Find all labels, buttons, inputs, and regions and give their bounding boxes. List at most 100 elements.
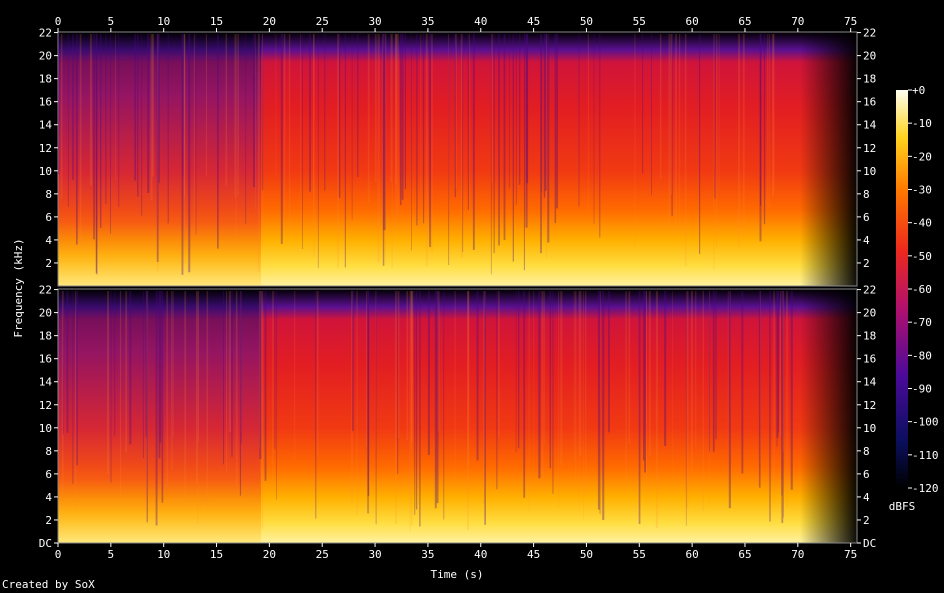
spectrogram-streak [391, 34, 393, 269]
spectrogram-streak [659, 34, 662, 180]
spectrogram-streak [472, 34, 475, 250]
spectrogram-streak [382, 34, 385, 266]
y-tick-label: 4 [863, 234, 870, 247]
spectrogram-streak [183, 34, 186, 234]
spectrogram-streak [397, 291, 399, 474]
spectrogram-streak [157, 34, 159, 272]
x-axis-bottom: 0 5 10 15 20 25 30 35 40 45 50 55 60 65 70 75 [55, 543, 857, 561]
x-tick-label: 50 [580, 15, 593, 28]
spectrogram-streak [235, 291, 238, 486]
spectrogram-streak [129, 291, 132, 445]
spectrogram-streak [261, 291, 264, 529]
x-tick-label: 15 [210, 15, 223, 28]
spectrogram-streak [205, 34, 207, 176]
spectrogram-streak [599, 291, 601, 514]
spectrogram-streak [161, 291, 164, 503]
spectrogram-streak [498, 34, 500, 246]
spectrogram-streak [366, 291, 368, 446]
spectrogram-streak [118, 34, 120, 208]
spectrogram-streak [375, 291, 377, 525]
x-tick-label: 35 [421, 15, 434, 28]
spectrogram-streak [699, 34, 701, 255]
colorbar-tick-label: -20 [912, 150, 932, 163]
spectrogram-streak [280, 34, 283, 244]
spectrogram-quiet-region [58, 289, 261, 543]
spectrogram-streak [709, 291, 710, 508]
spectrogram-streak [476, 291, 479, 461]
spectrogram-streak [602, 291, 605, 520]
y-tick-label: 12 [863, 142, 876, 155]
y-tick-label: 8 [45, 188, 52, 201]
x-tick-label: 0 [55, 548, 62, 561]
spectrogram-streak [642, 34, 644, 174]
spectrogram-streak [427, 291, 430, 455]
spectrogram-streak [515, 291, 517, 453]
spectrogram-streak [727, 291, 729, 478]
spectrogram-streak [352, 291, 354, 432]
spectrogram-streak [431, 34, 433, 253]
spectrogram-streak [195, 291, 198, 483]
x-tick-label: 20 [263, 548, 276, 561]
y-tick-label: 6 [863, 468, 870, 481]
spectrogram-streak [241, 291, 242, 444]
spectrogram-streak [702, 291, 704, 511]
spectrogram-streak [558, 291, 560, 508]
spectrogram-streak [183, 34, 186, 198]
spectrogram-streak [560, 291, 563, 467]
spectrogram-streak [357, 34, 359, 177]
spectrogram-streak [317, 34, 319, 268]
spectrogram-streak [401, 34, 404, 200]
x-tick-label: 25 [316, 548, 329, 561]
y-tick-label: 6 [45, 468, 52, 481]
spectrogram-streak [490, 34, 492, 275]
spectrogram-streak [773, 34, 775, 192]
spectrogram-streak [543, 34, 546, 198]
y-tick-label: 12 [863, 399, 876, 412]
spectrogram-streak [646, 291, 647, 496]
spectrogram-streak [383, 34, 386, 231]
spectrogram-streak [549, 291, 551, 469]
spectrogram-fadeout-region [800, 32, 857, 286]
colorbar-tick-label: -120 [912, 482, 939, 495]
spectrogram-streak [110, 291, 112, 483]
spectrogram-streak [546, 34, 547, 259]
spectrogram-streak [134, 34, 137, 181]
spectrogram-streak [778, 291, 779, 433]
y-tick-label: 4 [45, 234, 52, 247]
y-tick-label: 8 [863, 445, 870, 458]
spectrogram-streak [152, 34, 154, 177]
spectrogram-streak [397, 291, 400, 439]
x-tick-label: 60 [686, 15, 699, 28]
spectrogram-quiet-region [58, 32, 261, 286]
spectrogram-streak [262, 34, 263, 246]
spectrogram-streak [467, 291, 470, 467]
y-tick-label: DC [39, 537, 52, 550]
y-tick-label: 2 [45, 257, 52, 270]
spectrogram-streak [416, 34, 418, 226]
spectrogram-streak [780, 291, 782, 437]
x-tick-label: 45 [527, 15, 540, 28]
spectrogram-streak [533, 291, 535, 495]
colorbar-tick-label: -90 [912, 383, 932, 396]
spectrogram-streak [554, 34, 557, 224]
spectrogram-streak [771, 34, 774, 197]
spectrogram-streak [226, 291, 228, 472]
spectrogram-streak [742, 34, 745, 239]
spectrogram-streak [385, 34, 387, 254]
y-tick-label: 18 [39, 330, 52, 343]
y-tick-label: 8 [45, 445, 52, 458]
spectrogram-streak [288, 34, 291, 227]
x-tick-label: 15 [210, 548, 223, 561]
spectrogram-streak [760, 34, 762, 206]
spectrogram-streak [443, 291, 445, 520]
spectrogram-streak [150, 34, 153, 201]
spectrogram-streak [107, 291, 109, 474]
spectrogram-streak [125, 291, 128, 453]
spectrogram-streak [146, 291, 149, 513]
spectrogram-streak [462, 34, 464, 253]
y-tick-label: 8 [863, 188, 870, 201]
spectrogram-streak [171, 291, 173, 471]
spectrogram-streak [525, 34, 528, 228]
y-tick-label: 16 [39, 353, 52, 366]
